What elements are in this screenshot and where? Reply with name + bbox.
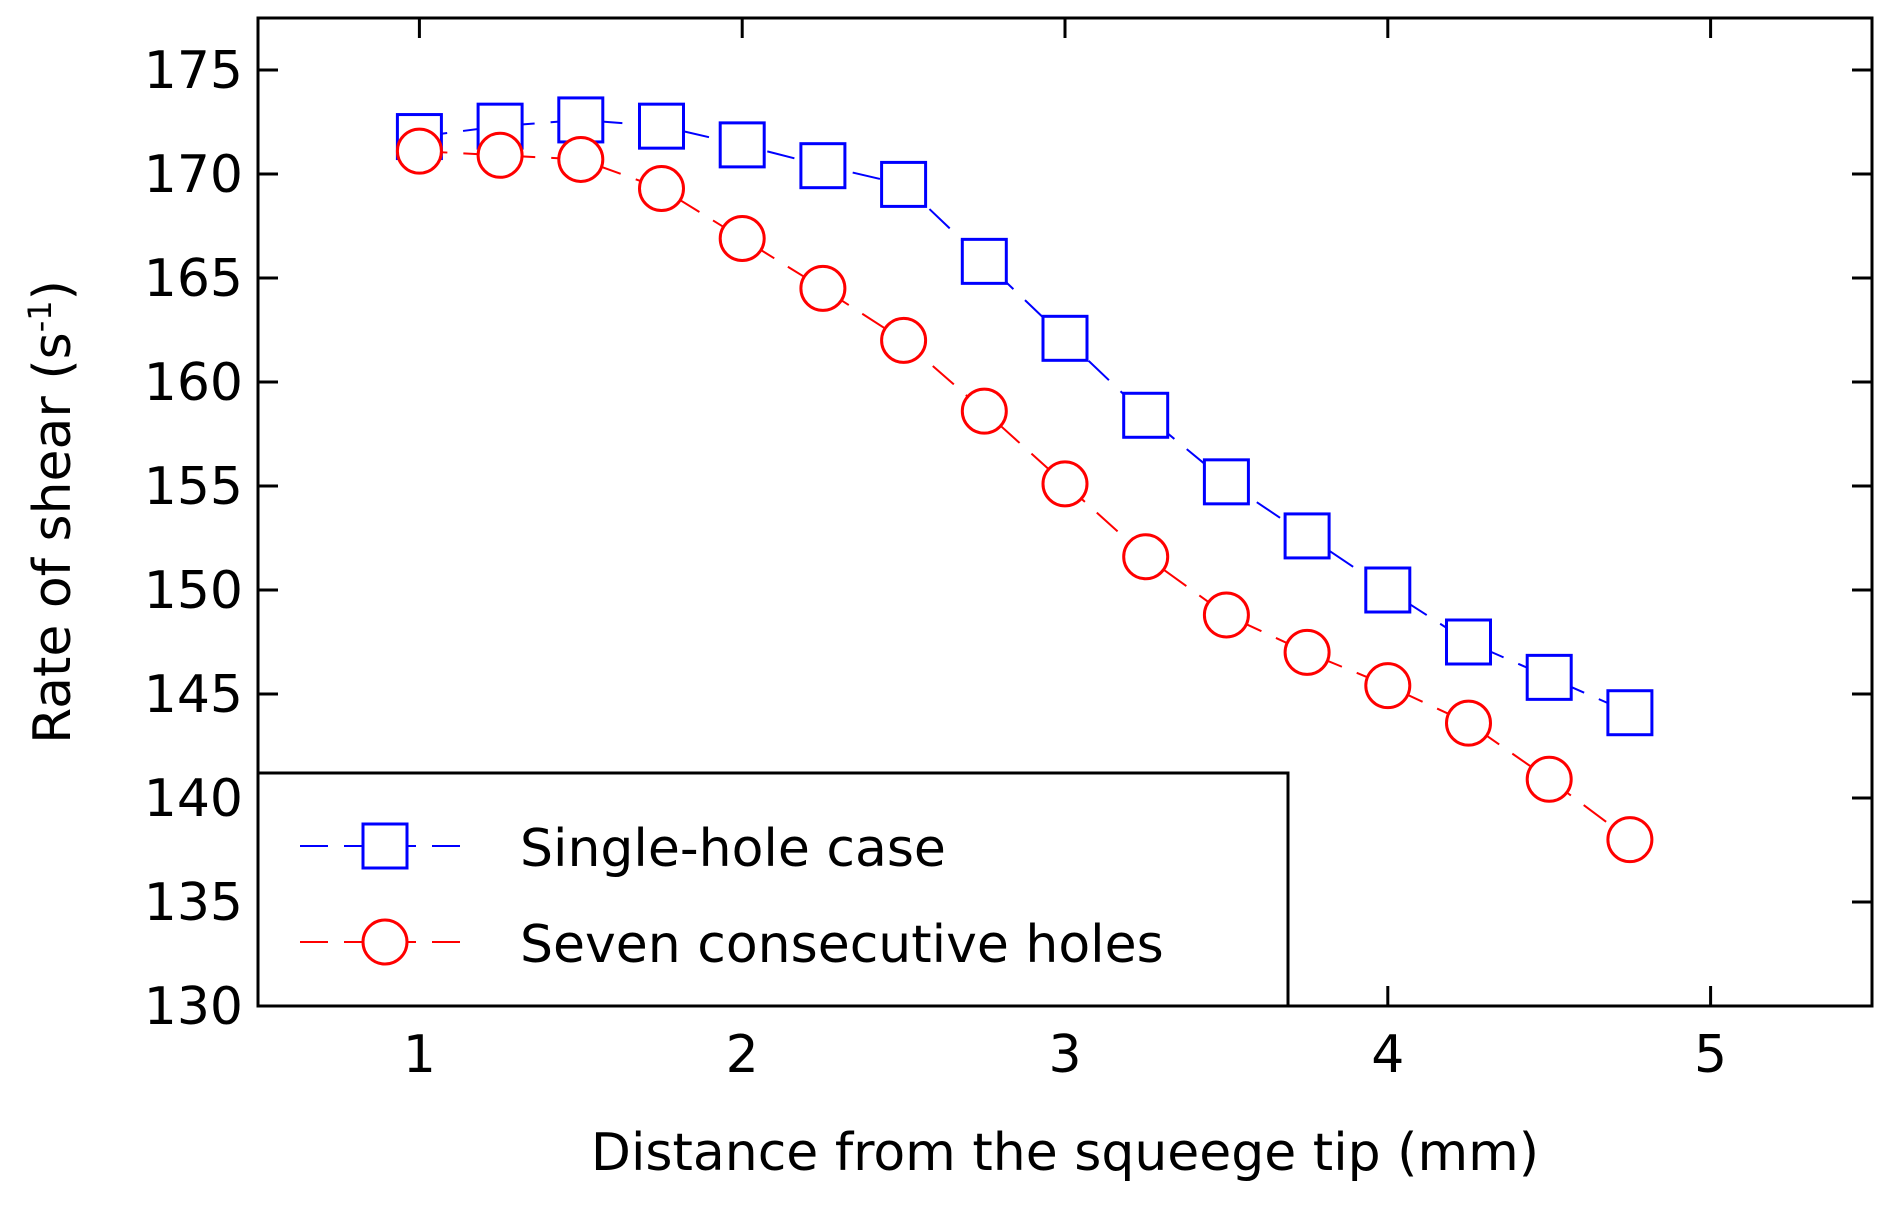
legend: Single-hole case Seven consecutive holes: [256, 771, 1290, 1008]
y-tick-label-160: 160: [144, 353, 243, 413]
data-point-s0-8: [1041, 314, 1089, 362]
data-point-s0-11: [1283, 512, 1331, 560]
y-tick-label-135: 135: [144, 873, 243, 933]
data-point-s1-8: [1041, 460, 1089, 508]
data-point-s1-13: [1445, 699, 1492, 747]
data-point-s1-1: [476, 131, 524, 179]
y-axis: 130 135 140 145 150 155 160 165 170 175: [144, 41, 1872, 1037]
y-tick-label-145: 145: [144, 665, 243, 725]
series-line-0: [419, 118, 1631, 714]
data-point-s1-0: [395, 127, 443, 175]
y-tick-label-130: 130: [144, 977, 243, 1037]
y-axis-title-superscript: -1: [21, 300, 59, 332]
legend-label-single-hole: Single-hole case: [520, 819, 946, 879]
y-axis-title-main: Rate of shear (s: [23, 332, 83, 744]
data-point-s1-3: [638, 165, 685, 213]
y-tick-label-170: 170: [144, 145, 243, 205]
data-point-s1-10: [1202, 591, 1250, 639]
data-point-s1-12: [1364, 662, 1412, 710]
y-tick-label-140: 140: [144, 769, 243, 829]
data-point-s1-5: [799, 264, 847, 312]
data-point-s0-12: [1364, 566, 1412, 614]
y-tick-label-155: 155: [144, 457, 243, 517]
data-point-s0-3: [638, 102, 685, 150]
data-point-s0-15: [1606, 689, 1654, 737]
y-axis-title-close: ): [23, 280, 83, 300]
data-point-s0-4: [718, 121, 766, 169]
legend-marker-1: [361, 918, 409, 966]
data-point-s1-11: [1283, 628, 1331, 676]
x-axis: 1 2 3 4 5: [403, 18, 1727, 1085]
data-point-s0-2: [557, 96, 605, 144]
y-tick-label-150: 150: [144, 561, 243, 621]
data-point-s0-13: [1445, 618, 1492, 666]
data-point-s1-4: [718, 214, 766, 262]
y-tick-label-165: 165: [144, 249, 243, 309]
data-point-s0-7: [960, 237, 1008, 285]
data-point-s0-6: [880, 160, 928, 208]
legend-box: [256, 771, 1290, 1008]
data-point-s1-6: [880, 316, 928, 364]
y-tick-label-175: 175: [144, 41, 243, 101]
data-point-s1-2: [557, 135, 605, 183]
series-layer: [395, 96, 1654, 864]
x-tick-label-3: 3: [1048, 1025, 1081, 1085]
data-point-s1-9: [1122, 533, 1170, 581]
x-axis-title: Distance from the squeege tip (mm): [591, 1123, 1539, 1183]
x-tick-label-4: 4: [1371, 1025, 1404, 1085]
x-tick-label-2: 2: [726, 1025, 759, 1085]
data-point-s0-9: [1122, 391, 1170, 439]
legend-marker-0: [361, 822, 409, 870]
data-point-s1-7: [960, 387, 1008, 435]
series-1: [395, 127, 1654, 864]
legend-label-seven-holes: Seven consecutive holes: [520, 915, 1164, 975]
data-point-s1-14: [1525, 755, 1573, 803]
x-tick-label-1: 1: [403, 1025, 436, 1085]
data-point-s0-5: [799, 142, 847, 190]
data-point-s1-15: [1606, 816, 1654, 864]
x-tick-label-5: 5: [1694, 1025, 1727, 1085]
data-point-s0-10: [1202, 458, 1250, 506]
data-point-s0-14: [1525, 653, 1573, 701]
y-axis-title: Rate of shear (s-1): [21, 280, 83, 744]
